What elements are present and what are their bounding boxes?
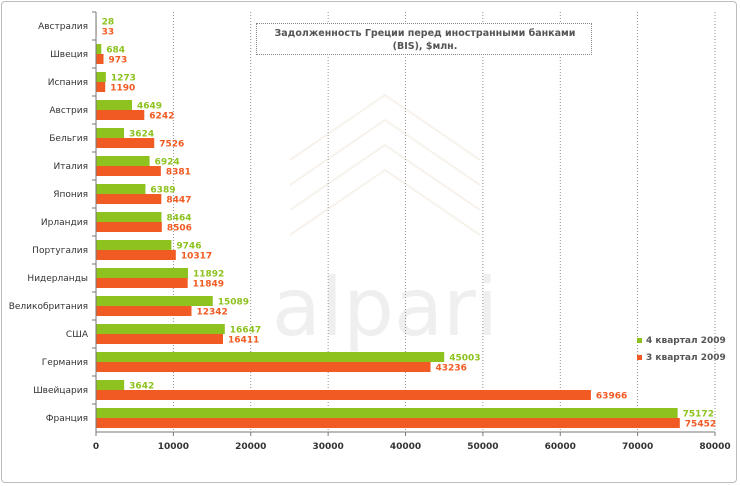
category-label: Франция	[46, 414, 88, 424]
bar-q3	[96, 362, 431, 372]
bar-q4	[96, 100, 132, 110]
bar-q3	[96, 82, 106, 92]
category-label: США	[66, 330, 89, 340]
legend-item-q4: 4 квартал 2009	[637, 332, 726, 349]
legend-swatch-q3	[637, 355, 642, 360]
category-label: Япония	[53, 190, 88, 200]
category-label: Нидерланды	[27, 274, 88, 284]
bar-q3	[96, 166, 161, 176]
value-label-q4: 8464	[166, 214, 191, 224]
bar-q4	[96, 156, 150, 166]
x-tick-label: 60000	[545, 442, 576, 452]
x-tick-label: 20000	[235, 442, 266, 452]
x-tick-label: 30000	[312, 442, 343, 452]
chart-title: Задолженность Греции перед иностранными …	[256, 23, 592, 55]
bar-q3	[96, 110, 145, 120]
x-tick-label: 50000	[467, 442, 498, 452]
x-tick-label: 80000	[699, 442, 730, 452]
bar-q3	[96, 278, 188, 288]
value-label-q4: 45003	[449, 354, 480, 364]
bar-q3	[96, 138, 155, 148]
x-tick-label: 10000	[158, 442, 189, 452]
category-label: Италия	[53, 162, 88, 172]
value-label-q4: 3624	[129, 130, 154, 140]
value-label-q3: 8506	[167, 224, 192, 234]
value-label-q3: 8447	[166, 196, 191, 206]
bar-q4	[96, 324, 225, 334]
bar-q3	[96, 334, 223, 344]
bar-q4	[96, 240, 172, 250]
legend-swatch-q4	[637, 338, 642, 343]
category-label: Испания	[48, 78, 88, 88]
category-label: Португалия	[32, 246, 88, 256]
value-label-q3: 33	[102, 28, 115, 38]
category-label: Великобритания	[9, 302, 88, 312]
bar-q3	[96, 54, 104, 64]
value-label-q4: 6924	[155, 158, 180, 168]
bar-q4	[96, 352, 445, 362]
bar-q4	[96, 296, 213, 306]
bar-q4	[96, 212, 162, 222]
x-tick-label: 40000	[390, 442, 421, 452]
value-label-q3: 7526	[159, 140, 184, 150]
value-label-q3: 10317	[181, 252, 212, 262]
legend-item-q3: 3 квартал 2009	[637, 349, 726, 366]
value-label-q4: 75172	[683, 410, 714, 420]
legend-label-q3: 3 квартал 2009	[646, 352, 726, 363]
value-label-q3: 12342	[196, 308, 227, 318]
bar-q3	[96, 222, 162, 232]
value-label-q4: 15089	[218, 298, 249, 308]
legend: 4 квартал 2009 3 квартал 2009	[637, 332, 726, 366]
value-label-q4: 28	[102, 18, 115, 28]
x-tick-label: 0	[93, 442, 99, 452]
value-label-q3: 1190	[110, 84, 135, 94]
bar-q3	[96, 418, 680, 428]
category-label: Германия	[42, 358, 88, 368]
value-label-q3: 8381	[166, 168, 191, 178]
legend-label-q4: 4 квартал 2009	[646, 335, 726, 346]
category-label: Ирландия	[41, 218, 88, 228]
category-label: Швеция	[50, 50, 88, 60]
category-label: Австрия	[49, 106, 88, 116]
value-label-q4: 11892	[193, 270, 224, 280]
bar-q3	[96, 250, 176, 260]
bar-q3	[96, 306, 192, 316]
category-label: Бельгия	[49, 134, 88, 144]
x-tick-label: 70000	[622, 442, 653, 452]
bar-q3	[96, 390, 591, 400]
bar-q4	[96, 268, 189, 278]
bar-q4	[96, 44, 102, 54]
bar-q4	[96, 72, 106, 82]
bar-q3	[96, 194, 162, 204]
value-label-q4: 6389	[150, 186, 175, 196]
value-label-q3: 6242	[149, 112, 174, 122]
bar-q4	[96, 380, 125, 390]
alpari-watermark: alpari	[272, 93, 498, 354]
value-label-q3: 973	[109, 56, 128, 66]
bar-q4	[96, 408, 678, 418]
category-label: Швейцария	[33, 386, 88, 396]
bar-q4	[96, 128, 125, 138]
value-label-q4: 16647	[230, 326, 261, 336]
category-label: Австралия	[38, 22, 88, 32]
value-label-q4: 4649	[137, 102, 162, 112]
value-label-q3: 16411	[228, 336, 259, 346]
value-label-q3: 75452	[685, 420, 716, 430]
svg-text:alpari: alpari	[272, 261, 498, 354]
value-label-q4: 1273	[111, 74, 136, 84]
value-label-q4: 684	[106, 46, 125, 56]
value-label-q4: 9746	[176, 242, 201, 252]
value-label-q3: 11849	[193, 280, 224, 290]
value-label-q3: 63966	[596, 392, 627, 402]
value-label-q3: 43236	[436, 364, 467, 374]
bar-q4	[96, 184, 146, 194]
value-label-q4: 3642	[129, 382, 154, 392]
